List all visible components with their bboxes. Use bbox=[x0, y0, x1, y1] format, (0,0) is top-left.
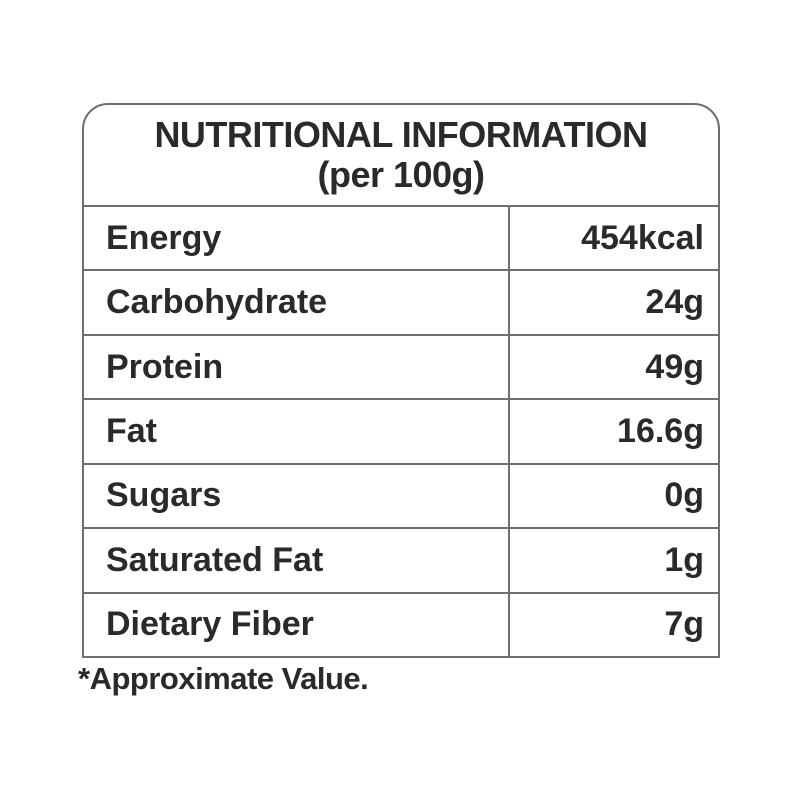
nutrient-label: Dietary Fiber bbox=[106, 605, 314, 644]
table-title-line1: NUTRITIONAL INFORMATION bbox=[154, 113, 648, 155]
nutrient-value: 24g bbox=[508, 271, 718, 334]
approximate-value-footnote: *Approximate Value. bbox=[78, 661, 369, 696]
table-row: Saturated Fat 1g bbox=[84, 527, 718, 592]
nutrient-value: 1g bbox=[508, 529, 718, 592]
nutrition-table: NUTRITIONAL INFORMATION (per 100g) Energ… bbox=[82, 103, 720, 658]
table-header: NUTRITIONAL INFORMATION (per 100g) bbox=[84, 105, 718, 205]
table-row: Fat 16.6g bbox=[84, 398, 718, 463]
table-title-line2: (per 100g) bbox=[317, 154, 485, 195]
nutrient-label: Protein bbox=[106, 347, 224, 386]
nutrient-label: Sugars bbox=[106, 476, 222, 515]
nutrient-label: Fat bbox=[106, 411, 157, 450]
nutrient-value: 16.6g bbox=[508, 400, 718, 463]
table-row: Carbohydrate 24g bbox=[84, 269, 718, 334]
nutrient-value: 7g bbox=[508, 593, 718, 656]
nutrient-value: 454kcal bbox=[508, 207, 718, 270]
table-row: Energy 454kcal bbox=[84, 205, 718, 270]
nutrient-value: 49g bbox=[508, 335, 718, 399]
nutrient-label: Carbohydrate bbox=[106, 283, 328, 322]
nutrient-value: 0g bbox=[508, 464, 718, 528]
nutrient-label: Energy bbox=[106, 218, 222, 257]
table-row: Dietary Fiber 7g bbox=[84, 591, 718, 656]
table-row: Protein 49g bbox=[84, 333, 718, 399]
table-row: Sugars 0g bbox=[84, 462, 718, 528]
table-body: Energy 454kcal Carbohydrate 24g Protein 49g Fa… bbox=[84, 205, 718, 656]
nutrient-label: Saturated Fat bbox=[106, 540, 324, 579]
